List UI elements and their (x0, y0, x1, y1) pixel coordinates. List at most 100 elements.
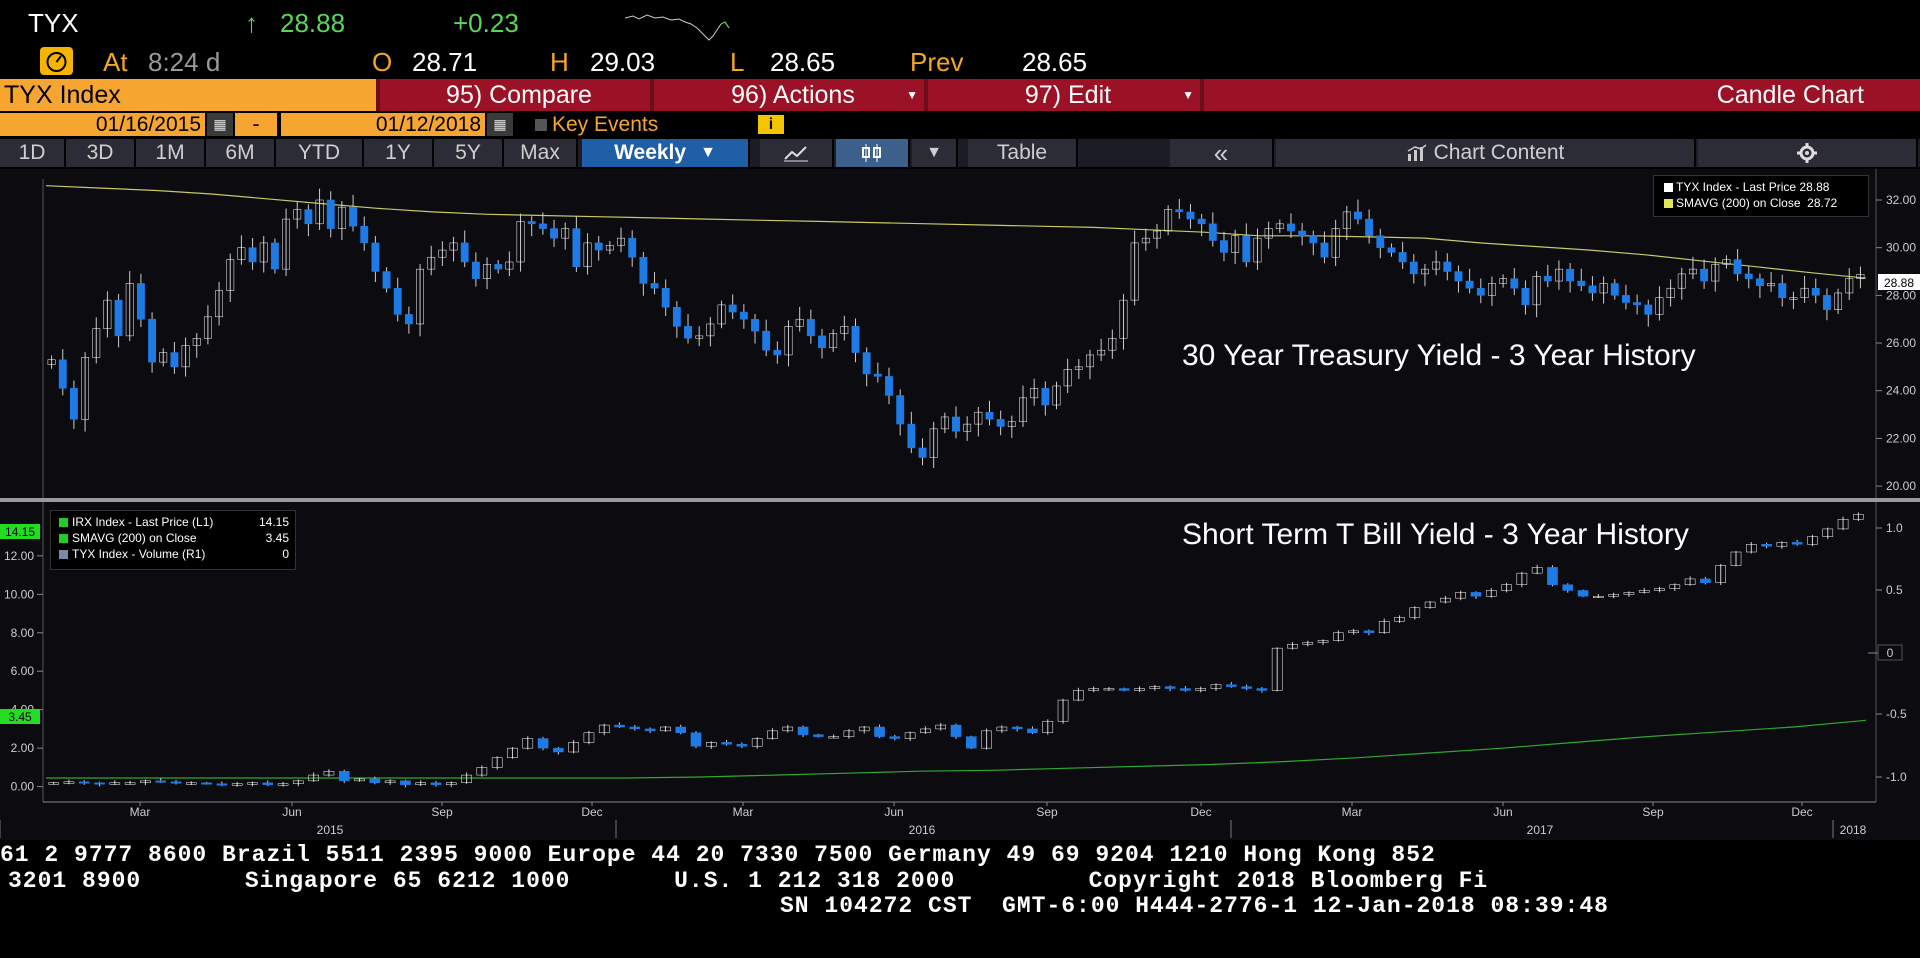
sma-price-marker: 3.45 (0, 709, 40, 724)
candle (751, 738, 763, 747)
candle (767, 730, 778, 739)
candle (614, 724, 625, 728)
candle (304, 209, 313, 225)
legend-item[interactable]: IRX Index - Last Price (L1) 14.15 (59, 515, 289, 529)
x-tick-month-label: Jun (1493, 805, 1512, 819)
compare-label: 95) Compare (446, 80, 592, 109)
info-icon[interactable]: i (758, 115, 784, 134)
candle (270, 242, 279, 270)
sma-line (45, 185, 1867, 279)
collapse-button[interactable]: « (1170, 138, 1274, 168)
candle (1231, 235, 1240, 253)
candle (629, 726, 641, 730)
candle (1700, 268, 1709, 282)
candle (739, 311, 748, 320)
frequency-dropdown[interactable]: Weekly ▼ (582, 139, 750, 167)
candle (561, 228, 570, 239)
candle (1789, 297, 1798, 300)
gear-icon[interactable] (1698, 139, 1918, 167)
calendar-icon[interactable]: ▦ (487, 113, 513, 136)
candle (1363, 630, 1375, 634)
candle (1153, 230, 1161, 239)
session-info: SN 104272 CST GMT-6:00 H444-2776-1 12-Ja… (780, 893, 1609, 919)
candle (583, 732, 595, 743)
candle (1455, 592, 1467, 599)
security-field[interactable]: TYX Index (0, 79, 376, 111)
line-chart-icon[interactable] (760, 139, 834, 167)
candle (782, 726, 794, 732)
table-button[interactable]: Table (968, 139, 1078, 167)
candle (1019, 397, 1027, 422)
candle (1108, 338, 1117, 351)
candle (840, 326, 849, 334)
candle (843, 730, 855, 737)
actions-button[interactable]: 96) Actions ▼ (654, 79, 924, 111)
legend-item[interactable]: TYX Index - Volume (R1) 0 (59, 547, 289, 561)
candle (1275, 223, 1284, 229)
candle (874, 726, 885, 737)
candle (1715, 565, 1727, 584)
calendar-icon[interactable]: ▦ (207, 113, 233, 136)
panel-divider[interactable] (0, 498, 1920, 502)
high-label: H (550, 47, 569, 77)
x-tick-year-label: 2016 (909, 823, 936, 837)
y-tick-label: 26.00 (1886, 336, 1916, 350)
price-change: +0.23 (453, 8, 519, 38)
candle (262, 782, 274, 785)
candle (1164, 686, 1176, 689)
candle (1042, 720, 1054, 734)
candle (1225, 684, 1237, 687)
candle (1807, 536, 1818, 545)
period-button-3d[interactable]: 3D (66, 139, 136, 167)
y-tick-label: 30.00 (1886, 241, 1916, 255)
candle (1103, 688, 1115, 691)
compare-button[interactable]: 95) Compare (380, 79, 650, 111)
upper-chart-panel[interactable]: 32.00 30.00 28.00 26.00 24.00 22.00 20.00 28.8… (0, 169, 1920, 498)
candle (1134, 688, 1145, 691)
candle (1608, 594, 1619, 597)
candle (109, 782, 121, 785)
candle (889, 736, 901, 739)
chart-style-dropdown[interactable]: ▼ (912, 139, 958, 167)
y-tick-label: 10.00 (4, 587, 34, 601)
candle (248, 247, 257, 263)
candle (1654, 588, 1665, 591)
candle (644, 728, 656, 732)
candle (675, 726, 687, 734)
key-events-checkbox[interactable] (535, 119, 547, 131)
y-tick-label: 0.00 (11, 780, 35, 794)
period-button-ytd[interactable]: YTD (276, 139, 364, 167)
period-label: YTD (298, 141, 340, 164)
start-date-field[interactable]: 01/16/2015 (0, 113, 205, 136)
gauge-icon[interactable] (40, 47, 73, 75)
period-button-5y[interactable]: 5Y (434, 139, 504, 167)
period-button-1y[interactable]: 1Y (364, 139, 434, 167)
candle (1119, 299, 1128, 339)
candle (1666, 287, 1675, 298)
legend-item[interactable]: SMAVG (200) on Close 3.45 (59, 531, 289, 545)
x-tick-month-label: Mar (1342, 805, 1363, 819)
end-date-field[interactable]: 01/12/2018 (281, 113, 485, 136)
legend-label: TYX Index - Volume (R1) (72, 547, 206, 561)
candle-chart-icon[interactable] (836, 139, 910, 167)
candle (1097, 349, 1106, 356)
lower-chart-panel[interactable]: 12.0010.008.006.004.002.000.001.00.50-0.… (0, 502, 1920, 802)
legend-item[interactable]: TYX Index - Last Price 28.88 (1664, 180, 1829, 194)
candle (818, 335, 826, 349)
chart-content-button[interactable]: Chart Content (1276, 139, 1696, 167)
period-button-max[interactable]: Max (504, 139, 578, 167)
period-button-6m[interactable]: 6M (206, 139, 276, 167)
edit-button[interactable]: 97) Edit ▼ (928, 79, 1200, 111)
x-tick-month-label: Dec (1791, 805, 1812, 819)
legend-item[interactable]: SMAVG (200) on Close 28.72 (1664, 196, 1837, 210)
period-button-1d[interactable]: 1D (0, 139, 66, 167)
period-button-1m[interactable]: 1M (136, 139, 206, 167)
legend-value: 0 (282, 547, 289, 561)
y-tick-label: 8.00 (11, 626, 35, 640)
candle (1761, 544, 1772, 547)
candle (1376, 235, 1385, 248)
x-tick-month-label: Jun (282, 805, 301, 819)
candle (950, 724, 962, 737)
x-tick-year-label: 2015 (317, 823, 344, 837)
candle (797, 726, 809, 735)
